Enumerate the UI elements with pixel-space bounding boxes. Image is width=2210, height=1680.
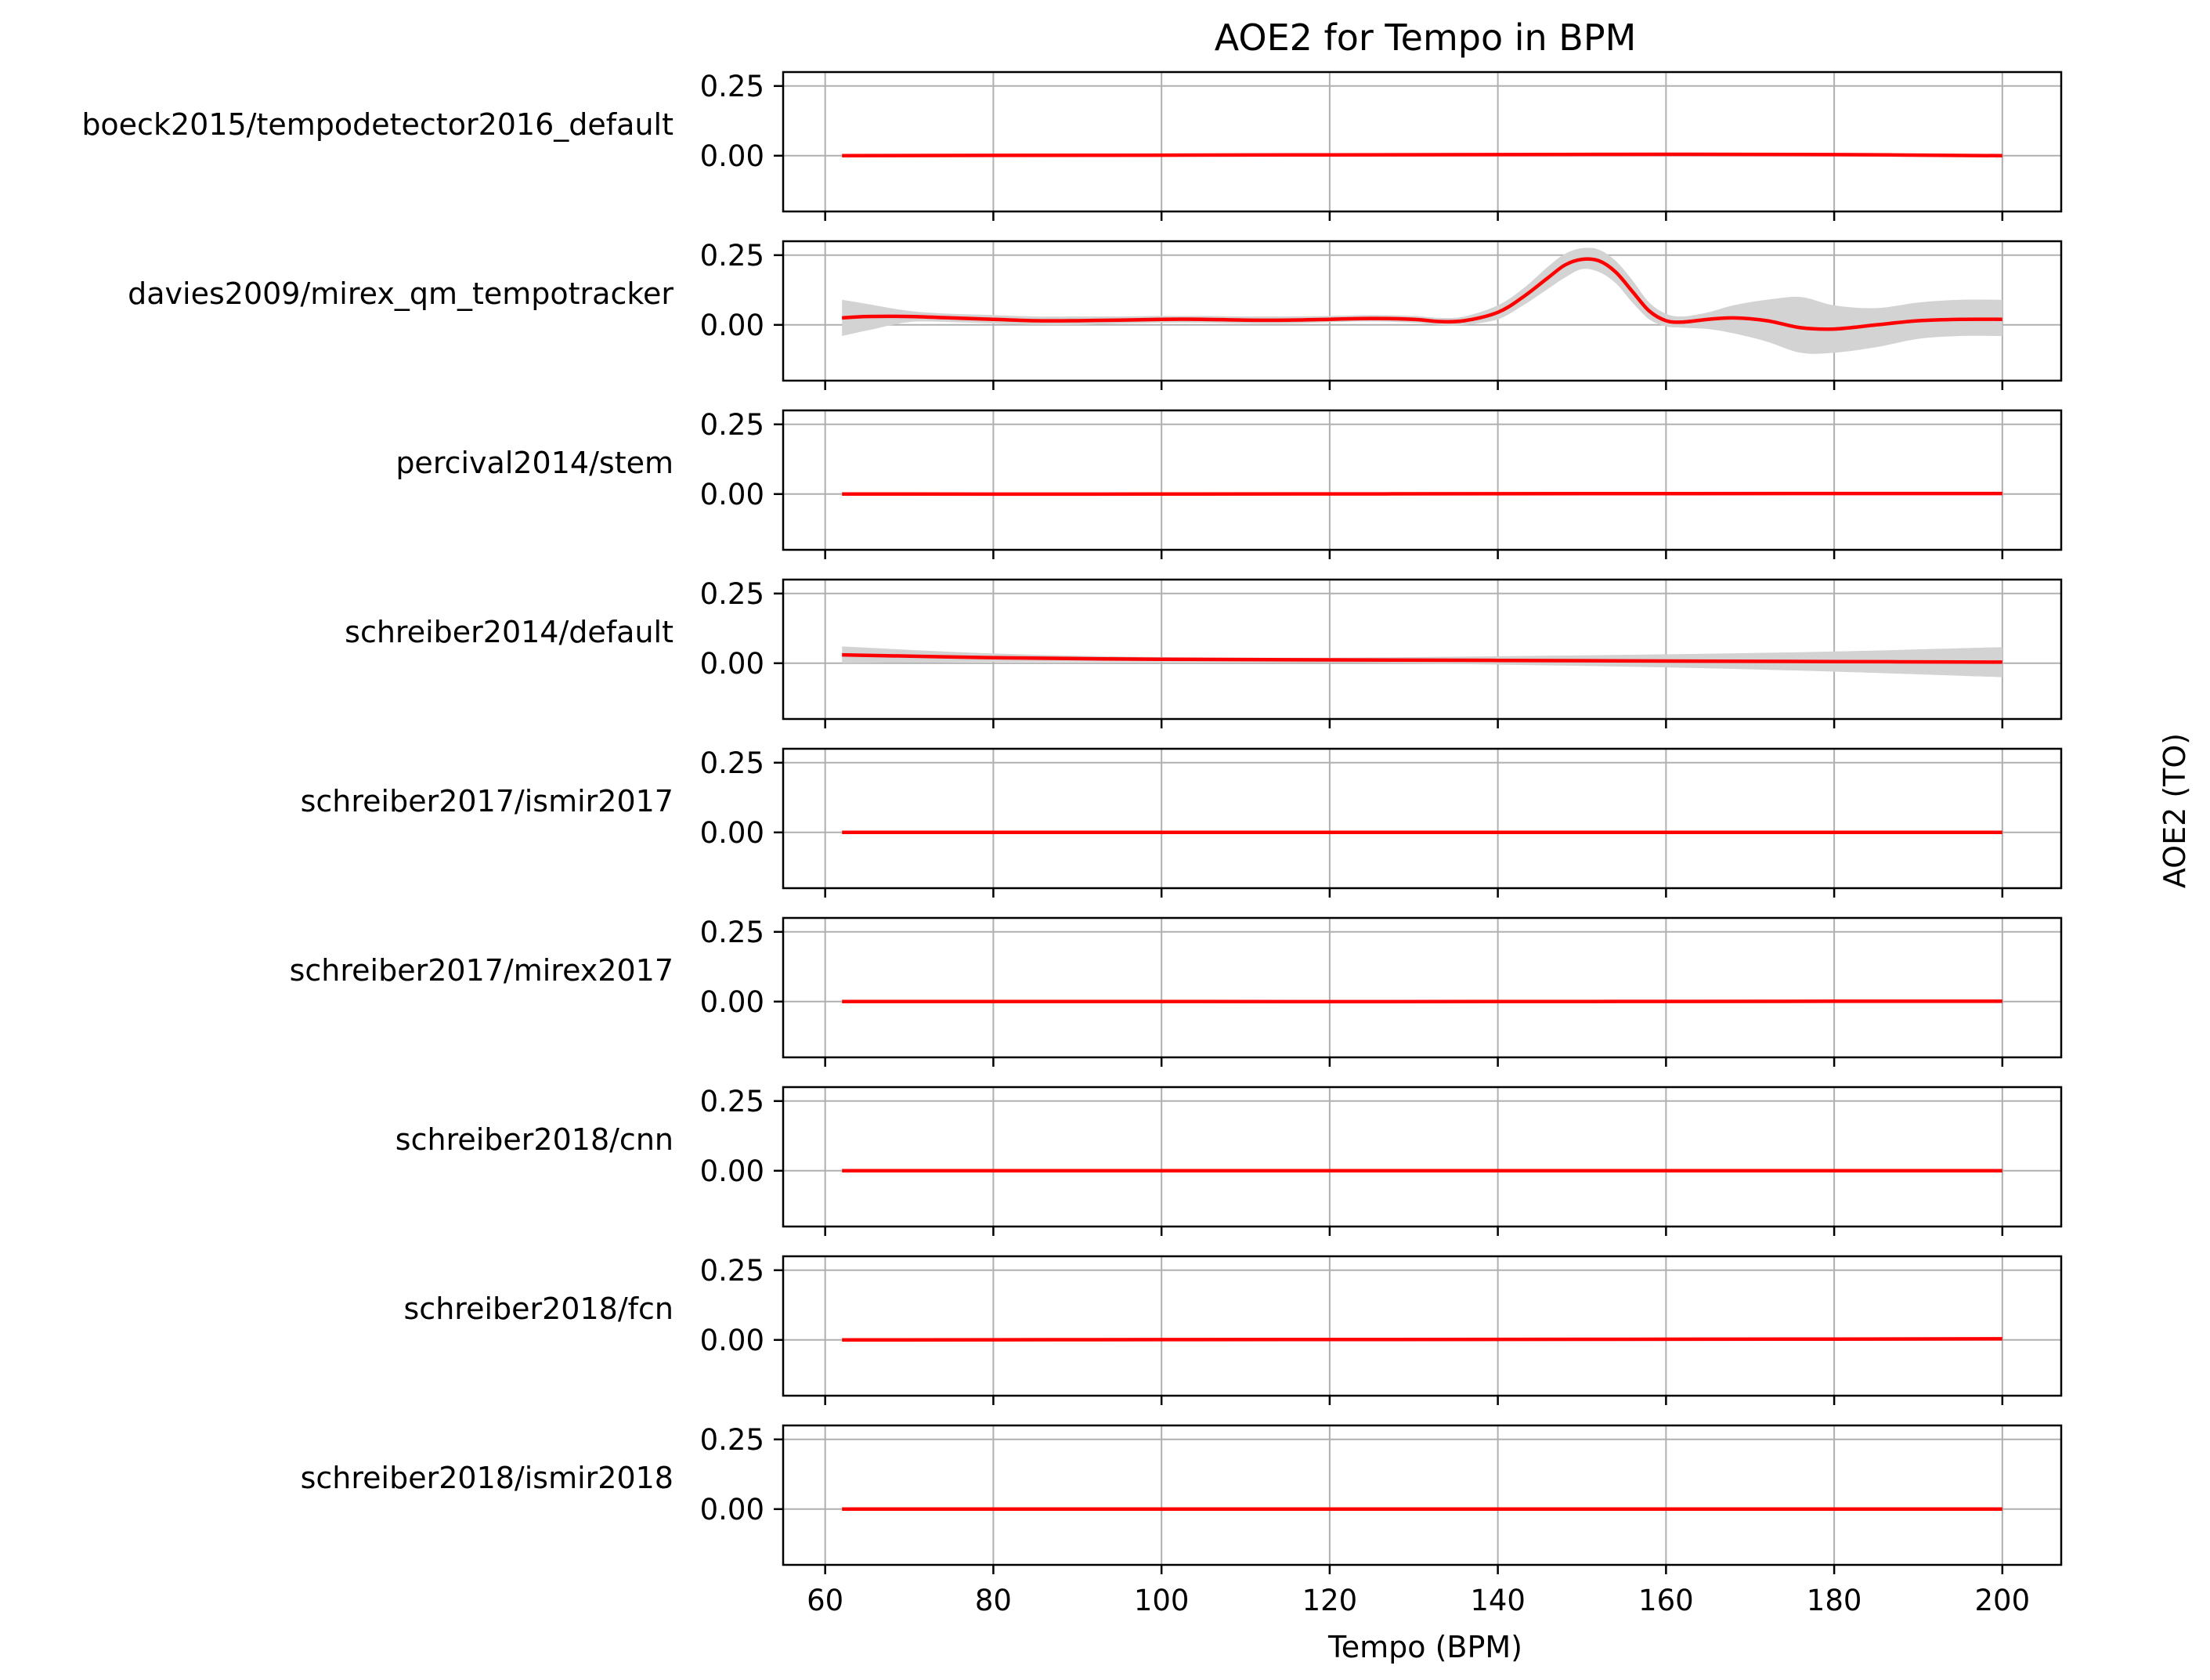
- subplot-row-label: schreiber2017/mirex2017: [290, 953, 673, 988]
- subplot-row-label: schreiber2018/cnn: [395, 1122, 673, 1157]
- subplot-row-label: schreiber2017/ismir2017: [301, 784, 673, 818]
- subplot-panel: 0.00 0.25 schreiber2018/fcn: [404, 1254, 2063, 1405]
- y-tick-label: 0.00: [700, 1154, 764, 1188]
- subplot-frame: [782, 916, 2063, 1059]
- y-tick-label: 0.00: [700, 816, 764, 850]
- subplot-frame: [782, 578, 2063, 721]
- subplot-frame: [782, 1086, 2063, 1228]
- subplot-frame: [782, 70, 2063, 213]
- subplot-stack: 0.00 0.25 boeck2015/tempodetector2016_defa…: [81, 70, 2063, 1617]
- x-axis-label: Tempo (BPM): [1327, 1630, 1522, 1664]
- y-tick-label: 0.00: [700, 1493, 764, 1526]
- chart-title: AOE2 for Tempo in BPM: [1215, 16, 1637, 59]
- subplot-frame: [782, 409, 2063, 551]
- subplot-panel: 0.00 0.25 percival2014/stem: [395, 408, 2063, 559]
- subplot-panel: 0.00 0.25 schreiber2017/ismir2017: [301, 746, 2063, 898]
- y-tick-label: 0.25: [700, 239, 764, 273]
- subplot-row-label: schreiber2014/default: [345, 615, 673, 649]
- subplot-row-label: schreiber2018/ismir2018: [301, 1461, 673, 1495]
- x-tick-label: 120: [1302, 1584, 1358, 1617]
- y-tick-label: 0.25: [700, 1254, 764, 1288]
- y-tick-label: 0.25: [700, 70, 764, 103]
- y-tick-label: 0.25: [700, 408, 764, 442]
- x-tick-label: 200: [1975, 1584, 2031, 1617]
- subplot-panel: 0.00 0.25 60 80 100 120 140 160 180 200 schreiber2…: [301, 1423, 2063, 1617]
- y-tick-label: 0.25: [700, 746, 764, 780]
- subplot-panel: 0.00 0.25 davies2009/mirex_qm_tempotracker: [128, 239, 2063, 390]
- subplot-panel: 0.00 0.25 schreiber2014/default: [345, 577, 2063, 728]
- x-tick-label: 80: [975, 1584, 1012, 1617]
- y-tick-label: 0.00: [700, 478, 764, 511]
- subplot-row-label: percival2014/stem: [395, 446, 673, 480]
- subplot-frame: [782, 240, 2063, 382]
- y-axis-label: AOE2 (TO): [2158, 733, 2192, 888]
- y-tick-label: 0.00: [700, 139, 764, 173]
- subplot-row-label: schreiber2018/fcn: [404, 1292, 674, 1326]
- y-tick-label: 0.00: [700, 1324, 764, 1357]
- y-tick-label: 0.25: [700, 577, 764, 611]
- series-line: [842, 257, 2002, 331]
- subplot-row-label: boeck2015/tempodetector2016_default: [81, 107, 673, 142]
- x-tick-label: 140: [1470, 1584, 1526, 1617]
- subplot-frame: [782, 747, 2063, 890]
- y-tick-label: 0.00: [700, 647, 764, 681]
- y-tick-label: 0.00: [700, 309, 764, 342]
- series-line: [842, 152, 2002, 158]
- series-line: [842, 652, 2002, 664]
- y-tick-label: 0.25: [700, 1423, 764, 1457]
- subplot-frame: [782, 1255, 2063, 1397]
- y-tick-label: 0.25: [700, 916, 764, 949]
- subplot-row-label: davies2009/mirex_qm_tempotracker: [128, 276, 673, 311]
- subplot-panel: 0.00 0.25 boeck2015/tempodetector2016_defa…: [81, 70, 2063, 221]
- x-tick-label: 180: [1807, 1584, 1862, 1617]
- x-tick-label: 100: [1134, 1584, 1190, 1617]
- series-line: [842, 491, 2002, 497]
- y-tick-label: 0.00: [700, 985, 764, 1019]
- subplot-frame: [782, 1424, 2063, 1566]
- subplot-panel: 0.00 0.25 schreiber2017/mirex2017: [290, 916, 2063, 1067]
- subplot-panel: 0.00 0.25 schreiber2018/cnn: [395, 1085, 2063, 1236]
- x-tick-label: 160: [1638, 1584, 1694, 1617]
- x-tick-label: 60: [807, 1584, 843, 1617]
- y-tick-label: 0.25: [700, 1085, 764, 1118]
- confidence-band: [842, 247, 2002, 354]
